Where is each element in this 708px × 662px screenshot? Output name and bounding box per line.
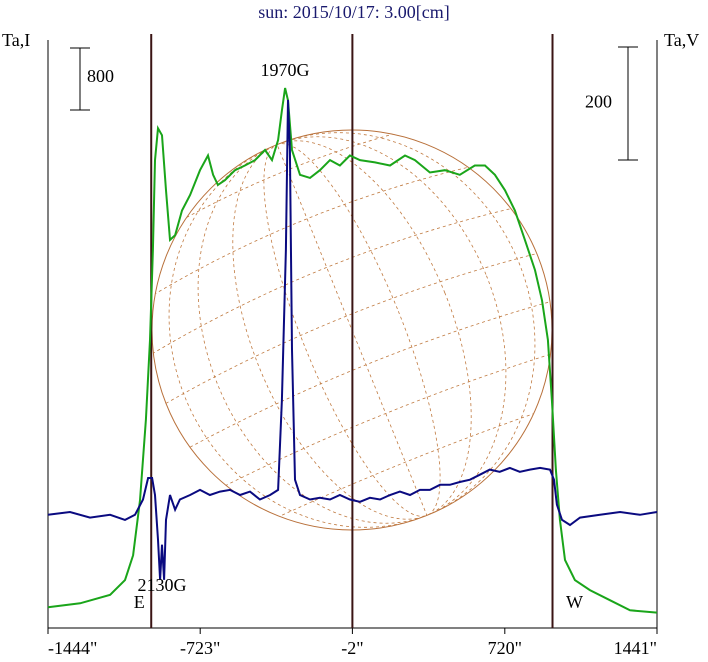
scale-bar-label: 200 [585, 92, 612, 112]
x-tick-label: -1444" [48, 638, 97, 658]
x-tick-label: 1441" [614, 638, 657, 658]
annotation: W [566, 592, 583, 612]
data-line [47, 87, 658, 614]
x-tick-label: -2" [341, 638, 363, 658]
x-tick-label: -723" [180, 638, 220, 658]
y-axis-label: Ta,I [2, 30, 30, 50]
annotation: 2130G [137, 575, 186, 595]
annotation: 1970G [261, 60, 310, 80]
chart-title: sun: 2015/10/17: 3.00[cm] [258, 2, 450, 22]
x-tick-label: 720" [488, 638, 522, 658]
scale-bar-label: 800 [87, 66, 114, 86]
data-line [47, 99, 658, 580]
annotation: E [134, 592, 145, 612]
y2-axis-label: Ta,V [664, 30, 699, 50]
